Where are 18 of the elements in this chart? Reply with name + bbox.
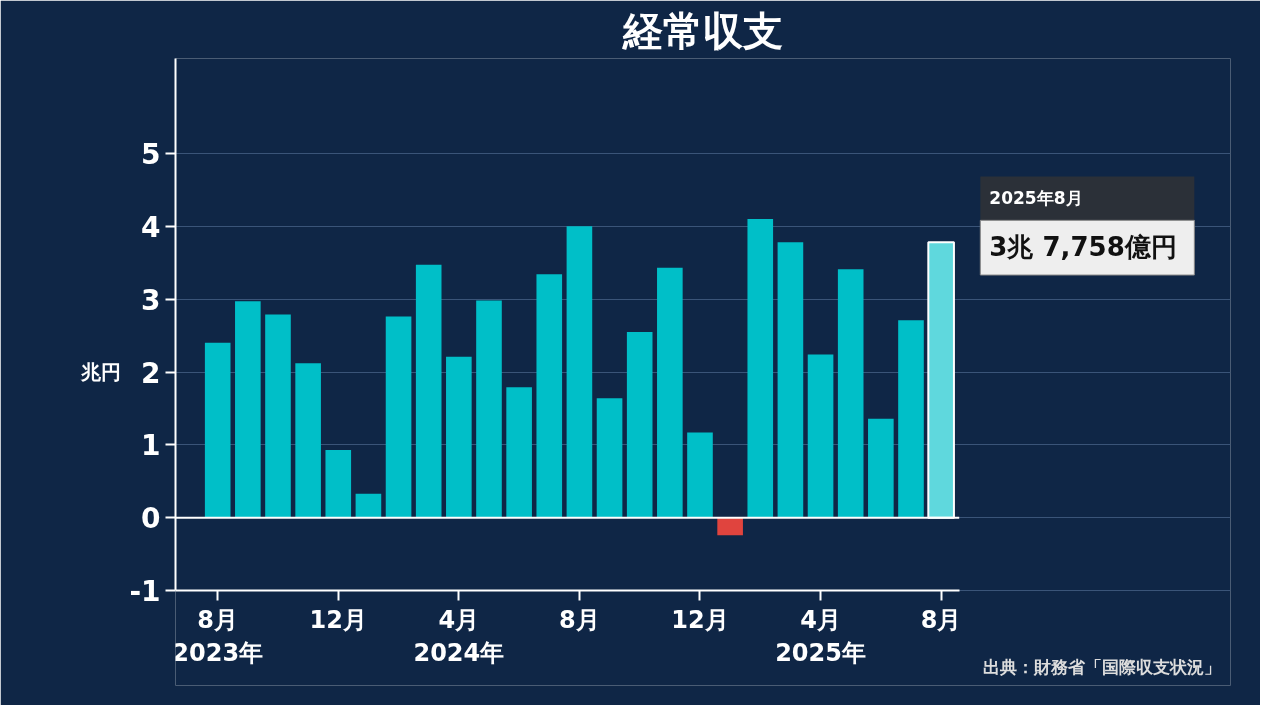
- x-tick-label: 12月: [671, 605, 729, 634]
- y-tick-label: -1: [129, 575, 161, 609]
- x-tick-label: 4月 2025年: [775, 605, 866, 668]
- y-tick-label: 2: [141, 356, 161, 390]
- y-axis-title: 兆円: [80, 360, 122, 384]
- x-tick-label: 8月: [559, 605, 600, 634]
- x-tick-label: 12月: [309, 605, 367, 634]
- source-note: 出典：財務省「国際収支状況」: [983, 657, 1222, 678]
- y-tick-label: 5: [141, 137, 161, 171]
- chart-title: 経常収支: [622, 7, 783, 54]
- x-tick-label: 4月 2024年: [413, 605, 505, 668]
- x-tick-label: 8月: [920, 605, 962, 634]
- y-tick-label: 3: [141, 283, 161, 317]
- y-tick-label: 1: [141, 429, 161, 463]
- y-tick-label: 0: [141, 502, 161, 536]
- text: 2025年8月: [989, 188, 1083, 209]
- y-tick-label: 4: [141, 210, 161, 244]
- text: 3兆 7,758億円: [989, 232, 1177, 263]
